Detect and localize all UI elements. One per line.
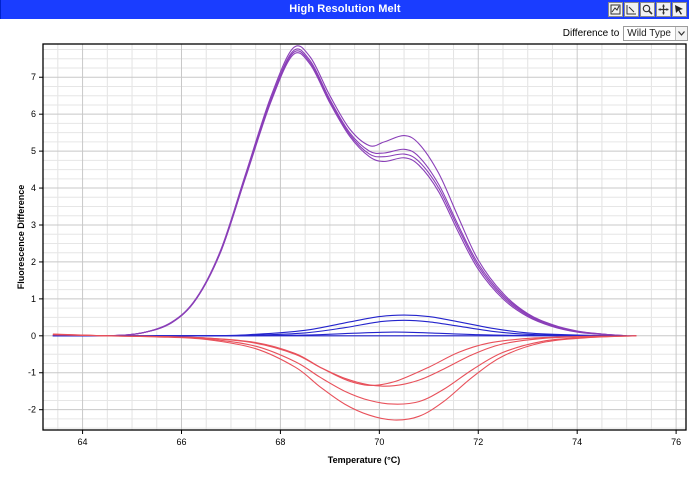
- x-tick-label: 70: [374, 437, 384, 447]
- zoom-magnify-icon: [642, 4, 653, 15]
- y-tick-label: 7: [31, 72, 36, 82]
- difference-control: Difference to Wild Type: [563, 25, 688, 41]
- x-tick-label: 64: [78, 437, 88, 447]
- y-tick-label: 0: [31, 331, 36, 341]
- pan-move-button[interactable]: [656, 2, 671, 17]
- zoom-to-fit-button[interactable]: [608, 2, 623, 17]
- plot-frame: [42, 43, 687, 431]
- y-tick-label: 5: [31, 146, 36, 156]
- zoom-to-fit-icon: [610, 4, 621, 15]
- difference-select-value: Wild Type: [627, 27, 671, 39]
- chart-titlebar: High Resolution Melt: [0, 0, 689, 19]
- series-layer: [52, 45, 637, 421]
- x-tick-label: 66: [176, 437, 186, 447]
- select-pointer-icon: [675, 5, 683, 15]
- y-axis-label: Fluorescence Difference: [16, 185, 26, 290]
- x-tick-label: 68: [275, 437, 285, 447]
- y-tick-label: 1: [31, 294, 36, 304]
- plot-area: [43, 44, 686, 430]
- zoom-region-icon: [626, 5, 636, 15]
- y-tick-label: -2: [28, 405, 36, 415]
- y-tick-label: 4: [31, 183, 36, 193]
- grid-minor: [43, 44, 686, 430]
- y-axis: -2 -1 0 1 2 3 4 5 6 7: [28, 72, 43, 415]
- pan-move-icon: [658, 4, 669, 15]
- x-tick-label: 76: [671, 437, 681, 447]
- chart-toolbar: [608, 2, 687, 17]
- difference-select[interactable]: Wild Type: [623, 25, 688, 41]
- x-axis-label: Temperature (°C): [328, 455, 400, 465]
- chevron-down-icon: [675, 26, 687, 40]
- series-line-red: [52, 334, 637, 421]
- difference-label: Difference to: [562, 27, 620, 39]
- series-line-purple: [52, 45, 627, 337]
- y-tick-label: -1: [28, 368, 36, 378]
- zoom-region-button[interactable]: [624, 2, 639, 17]
- y-tick-label: 6: [31, 109, 36, 119]
- y-tick-label: 3: [31, 220, 36, 230]
- x-axis: 64 66 68 70 72 74 76: [78, 430, 681, 447]
- x-tick-label: 72: [473, 437, 483, 447]
- y-tick-label: 2: [31, 257, 36, 267]
- x-tick-label: 74: [572, 437, 582, 447]
- select-pointer-button[interactable]: [672, 2, 687, 17]
- zoom-magnify-button[interactable]: [640, 2, 655, 17]
- window-title: High Resolution Melt: [289, 3, 401, 15]
